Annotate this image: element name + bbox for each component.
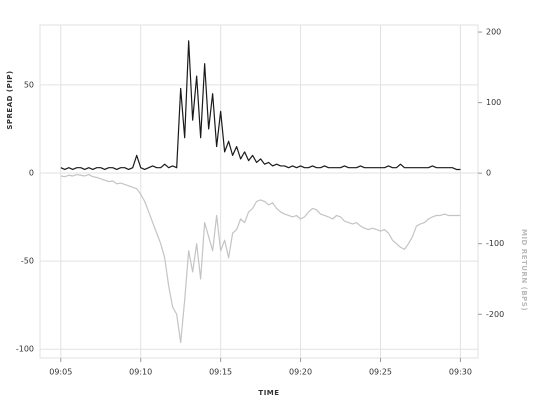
y-tick-label: -100 [16,345,34,354]
series-line [60,173,461,344]
y-tick-label: 0 [29,169,34,178]
series-line [60,40,461,171]
y-tick-label: 50 [24,80,34,89]
x-axis-title: TIME [258,389,279,397]
x-tick-label: 09:10 [129,368,152,377]
y2-tick-label: -200 [486,310,504,319]
x-tick-label: 09:25 [369,368,392,377]
y2-tick-label: 0 [486,169,491,178]
y-axis-title: SPREAD (PIP) [6,70,14,129]
y2-axis-title: MID RETURN (BPS) [520,229,528,311]
x-tick-label: 09:30 [449,368,472,377]
x-tick-label: 09:05 [49,368,72,377]
y2-tick-label: 200 [486,28,501,37]
y2-tick-label: -100 [486,239,504,248]
x-tick-label: 09:20 [289,368,312,377]
plot-frame [39,24,479,359]
y2-tick-label: 100 [486,98,501,107]
y-tick-label: -50 [21,257,34,266]
x-tick-label: 09:15 [209,368,232,377]
